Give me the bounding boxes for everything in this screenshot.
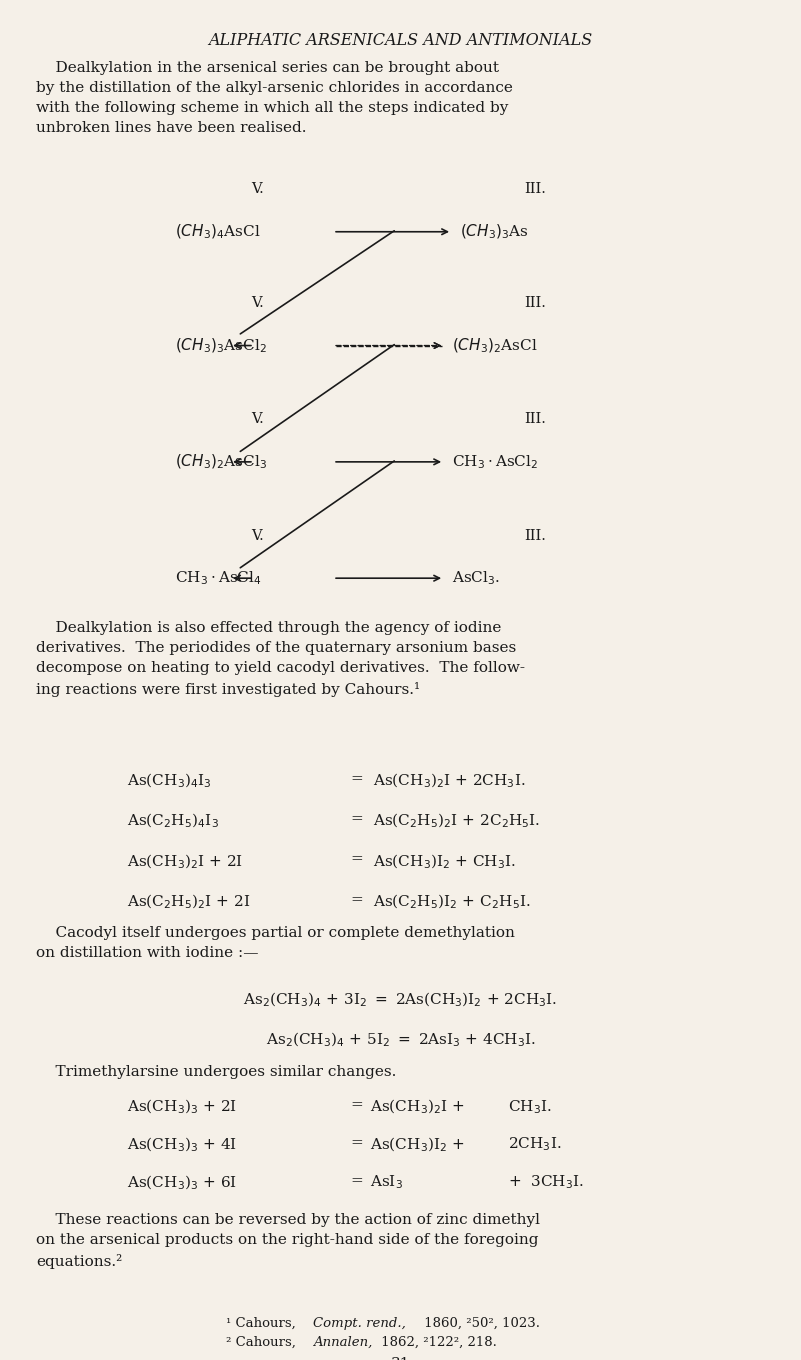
Text: III.: III. xyxy=(525,412,546,427)
Text: $(CH_3)_4$AsCl: $(CH_3)_4$AsCl xyxy=(175,223,260,241)
Text: Annalen,: Annalen, xyxy=(313,1336,372,1349)
Text: As(CH$_3$)$_2$I $+$ 2I: As(CH$_3$)$_2$I $+$ 2I xyxy=(127,853,243,870)
Text: As(CH$_3$)$_2$I $+$ 2CH$_3$I.: As(CH$_3$)$_2$I $+$ 2CH$_3$I. xyxy=(372,771,525,790)
Text: As(C$_2$H$_5$)$_2$I $+$ 2C$_2$H$_5$I.: As(C$_2$H$_5$)$_2$I $+$ 2C$_2$H$_5$I. xyxy=(372,812,540,831)
Text: ALIPHATIC ARSENICALS AND ANTIMONIALS: ALIPHATIC ARSENICALS AND ANTIMONIALS xyxy=(208,33,593,49)
Text: III.: III. xyxy=(525,296,546,310)
Text: ² Cahours,: ² Cahours, xyxy=(226,1336,300,1349)
Text: As(CH$_3$)I$_2$ $+$: As(CH$_3$)I$_2$ $+$ xyxy=(370,1136,465,1155)
Text: 2CH$_3$I.: 2CH$_3$I. xyxy=(508,1136,561,1153)
Text: =: = xyxy=(351,1136,364,1149)
Text: $(CH_3)_2$AsCl: $(CH_3)_2$AsCl xyxy=(452,336,537,355)
Text: V.: V. xyxy=(252,529,264,543)
Text: CH$_3\cdot$AsCl$_4$: CH$_3\cdot$AsCl$_4$ xyxy=(175,570,261,588)
Text: 1860, ²50², 1023.: 1860, ²50², 1023. xyxy=(421,1316,541,1330)
Text: CH$_3$I.: CH$_3$I. xyxy=(508,1098,551,1115)
Text: V.: V. xyxy=(252,412,264,427)
Text: $(CH_3)_3$As: $(CH_3)_3$As xyxy=(460,223,529,241)
Text: Trimethylarsine undergoes similar changes.: Trimethylarsine undergoes similar change… xyxy=(36,1065,396,1078)
Text: Cacodyl itself undergoes partial or complete demethylation
on distillation with : Cacodyl itself undergoes partial or comp… xyxy=(36,926,515,960)
Text: =: = xyxy=(351,1098,364,1112)
Text: =: = xyxy=(351,771,364,786)
Text: As(CH$_3$)$_2$I $+$: As(CH$_3$)$_2$I $+$ xyxy=(370,1098,465,1117)
Text: Dealkylation is also effected through the agency of iodine
derivatives.  The per: Dealkylation is also effected through th… xyxy=(36,622,525,696)
Text: Dealkylation in the arsenical series can be brought about
by the distillation of: Dealkylation in the arsenical series can… xyxy=(36,61,513,135)
Text: $+$  3CH$_3$I.: $+$ 3CH$_3$I. xyxy=(508,1174,583,1191)
Text: CH$_3\cdot$AsCl$_2$: CH$_3\cdot$AsCl$_2$ xyxy=(452,453,538,471)
Text: As(C$_2$H$_5$)I$_2$ $+$ C$_2$H$_5$I.: As(C$_2$H$_5$)I$_2$ $+$ C$_2$H$_5$I. xyxy=(372,894,530,911)
Text: AsI$_3$: AsI$_3$ xyxy=(370,1174,404,1191)
Text: =: = xyxy=(351,894,364,907)
Text: These reactions can be reversed by the action of zinc dimethyl
on the arsenical : These reactions can be reversed by the a… xyxy=(36,1213,540,1269)
Text: As(CH$_3$)I$_2$ $+$ CH$_3$I.: As(CH$_3$)I$_2$ $+$ CH$_3$I. xyxy=(372,853,516,870)
Text: V.: V. xyxy=(252,182,264,196)
Text: III.: III. xyxy=(525,529,546,543)
Text: As(CH$_3$)$_3$ $+$ 6I: As(CH$_3$)$_3$ $+$ 6I xyxy=(127,1174,237,1193)
Text: AsCl$_3$.: AsCl$_3$. xyxy=(452,570,501,588)
Text: As(C$_2$H$_5$)$_2$I $+$ 2I: As(C$_2$H$_5$)$_2$I $+$ 2I xyxy=(127,894,251,911)
Text: 31: 31 xyxy=(391,1357,410,1360)
Text: As$_2$(CH$_3$)$_4$ $+$ 3I$_2$ $=$ 2As(CH$_3$)I$_2$ $+$ 2CH$_3$I.: As$_2$(CH$_3$)$_4$ $+$ 3I$_2$ $=$ 2As(CH… xyxy=(244,990,557,1009)
Text: As(CH$_3$)$_3$ $+$ 2I: As(CH$_3$)$_3$ $+$ 2I xyxy=(127,1098,237,1117)
Text: III.: III. xyxy=(525,182,546,196)
Text: 1862, ²122², 218.: 1862, ²122², 218. xyxy=(376,1336,497,1349)
Text: =: = xyxy=(351,812,364,826)
Text: V.: V. xyxy=(252,296,264,310)
Text: As(C$_2$H$_5$)$_4$I$_3$: As(C$_2$H$_5$)$_4$I$_3$ xyxy=(127,812,219,831)
Text: =: = xyxy=(351,853,364,866)
Text: As(CH$_3$)$_4$I$_3$: As(CH$_3$)$_4$I$_3$ xyxy=(127,771,211,790)
Text: $(CH_3)_2$AsCl$_3$: $(CH_3)_2$AsCl$_3$ xyxy=(175,453,267,471)
Text: ¹ Cahours,: ¹ Cahours, xyxy=(226,1316,300,1330)
Text: =: = xyxy=(351,1174,364,1187)
Text: $(CH_3)_3$AsCl$_2$: $(CH_3)_3$AsCl$_2$ xyxy=(175,336,267,355)
Text: Compt. rend.,: Compt. rend., xyxy=(313,1316,406,1330)
Text: As(CH$_3$)$_3$ $+$ 4I: As(CH$_3$)$_3$ $+$ 4I xyxy=(127,1136,237,1155)
Text: As$_2$(CH$_3$)$_4$ $+$ 5I$_2$ $=$ 2AsI$_3$ $+$ 4CH$_3$I.: As$_2$(CH$_3$)$_4$ $+$ 5I$_2$ $=$ 2AsI$_… xyxy=(266,1031,535,1049)
